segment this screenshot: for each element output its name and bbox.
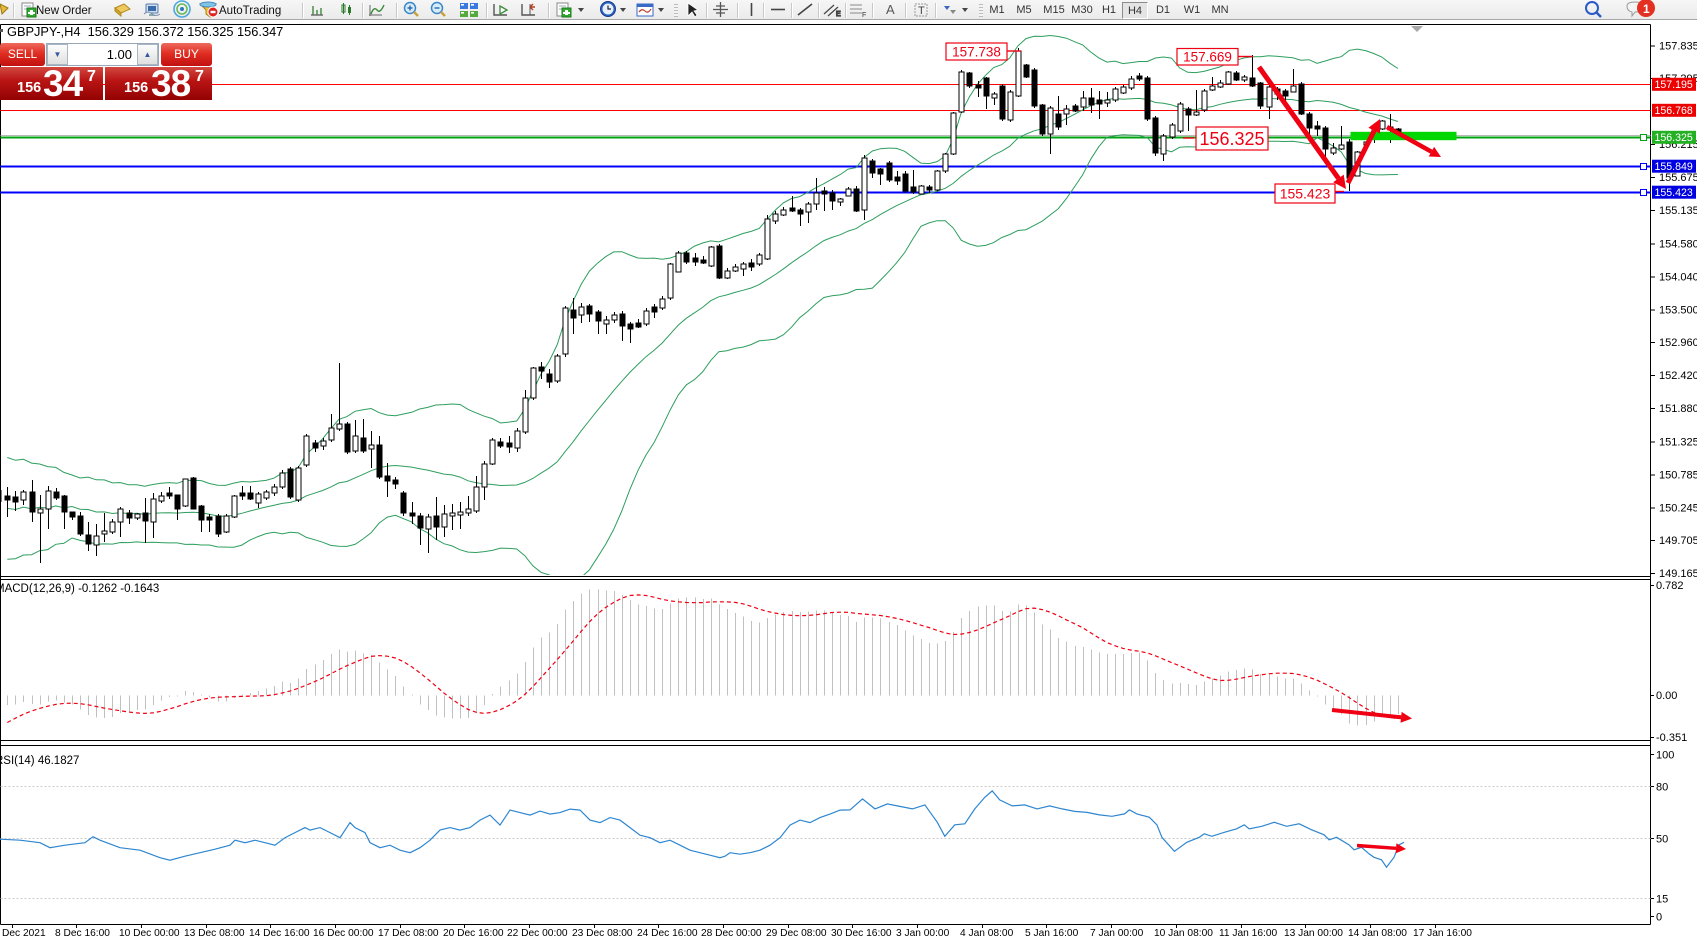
- svg-text:0: 0: [1656, 912, 1662, 924]
- svg-text:30 Dec 16:00: 30 Dec 16:00: [831, 928, 892, 939]
- svg-text:F: F: [862, 12, 866, 19]
- svg-text:155.849: 155.849: [1655, 161, 1693, 173]
- svg-text:3 Jan 00:00: 3 Jan 00:00: [896, 928, 950, 939]
- svg-text:15: 15: [1656, 894, 1668, 906]
- svg-text:156.768: 156.768: [1655, 105, 1693, 117]
- svg-text:157.738: 157.738: [952, 44, 1001, 59]
- svg-text:157.669: 157.669: [1183, 50, 1232, 65]
- svg-text:8 Dec 16:00: 8 Dec 16:00: [55, 928, 110, 939]
- svg-text:50: 50: [1656, 834, 1668, 846]
- svg-text:-0.351: -0.351: [1656, 732, 1687, 744]
- svg-text:22 Dec 00:00: 22 Dec 00:00: [507, 928, 568, 939]
- svg-text:4 Jan 08:00: 4 Jan 08:00: [960, 928, 1014, 939]
- svg-text:17 Dec 08:00: 17 Dec 08:00: [378, 928, 439, 939]
- svg-text:150.245: 150.245: [1659, 502, 1697, 514]
- svg-text:100: 100: [1656, 750, 1674, 762]
- svg-text:RSI(14) 46.1827: RSI(14) 46.1827: [0, 755, 79, 767]
- svg-text:151.880: 151.880: [1659, 403, 1697, 415]
- svg-text:13 Jan 00:00: 13 Jan 00:00: [1284, 928, 1343, 939]
- svg-text:149.705: 149.705: [1659, 535, 1697, 547]
- svg-text:T: T: [918, 5, 925, 17]
- svg-text:154.580: 154.580: [1659, 239, 1697, 251]
- svg-text:14 Jan 08:00: 14 Jan 08:00: [1348, 928, 1407, 939]
- svg-text:155.423: 155.423: [1655, 187, 1693, 199]
- svg-text:1: 1: [1643, 2, 1650, 16]
- svg-text:GBPJPY-,H4 156.329 156.372 15: GBPJPY-,H4 156.329 156.372 156.325 156.3…: [7, 24, 283, 39]
- svg-text:10 Jan 08:00: 10 Jan 08:00: [1154, 928, 1213, 939]
- svg-text:23 Dec 08:00: 23 Dec 08:00: [572, 928, 633, 939]
- svg-text:24 Dec 16:00: 24 Dec 16:00: [637, 928, 698, 939]
- svg-text:150.785: 150.785: [1659, 469, 1697, 481]
- svg-text:155.423: 155.423: [1280, 186, 1331, 202]
- svg-text:11 Jan 16:00: 11 Jan 16:00: [1219, 928, 1277, 939]
- svg-text:14 Dec 16:00: 14 Dec 16:00: [249, 928, 310, 939]
- svg-text:17 Jan 16:00: 17 Jan 16:00: [1413, 928, 1472, 939]
- svg-text:152.960: 152.960: [1659, 337, 1697, 349]
- svg-text:153.500: 153.500: [1659, 304, 1697, 316]
- svg-text:28 Dec 00:00: 28 Dec 00:00: [701, 928, 762, 939]
- svg-text:Dec 2021: Dec 2021: [2, 928, 46, 939]
- svg-text:MACD(12,26,9) -0.1262 -0.1643: MACD(12,26,9) -0.1262 -0.1643: [0, 583, 159, 595]
- svg-text:152.420: 152.420: [1659, 370, 1697, 382]
- svg-text:80: 80: [1656, 782, 1668, 794]
- svg-text:0.00: 0.00: [1656, 690, 1677, 702]
- svg-text:157.195: 157.195: [1655, 79, 1693, 91]
- svg-text:29 Dec 08:00: 29 Dec 08:00: [766, 928, 827, 939]
- svg-text:155.135: 155.135: [1659, 205, 1697, 217]
- svg-text:A: A: [886, 2, 895, 17]
- svg-text:16 Dec 00:00: 16 Dec 00:00: [313, 928, 374, 939]
- svg-text:13 Dec 08:00: 13 Dec 08:00: [184, 928, 245, 939]
- svg-text:149.165: 149.165: [1659, 568, 1697, 580]
- svg-text:156.325: 156.325: [1655, 132, 1693, 144]
- svg-text:151.325: 151.325: [1659, 437, 1697, 449]
- svg-text:154.040: 154.040: [1659, 271, 1697, 283]
- svg-text:157.835: 157.835: [1659, 40, 1697, 52]
- svg-text:7 Jan 00:00: 7 Jan 00:00: [1090, 928, 1144, 939]
- svg-text:E: E: [836, 11, 841, 18]
- svg-text:156.325: 156.325: [1199, 129, 1264, 149]
- svg-text:155.675: 155.675: [1659, 172, 1697, 184]
- svg-text:20 Dec 16:00: 20 Dec 16:00: [443, 928, 504, 939]
- svg-text:5 Jan 16:00: 5 Jan 16:00: [1025, 928, 1079, 939]
- svg-text:10 Dec 00:00: 10 Dec 00:00: [119, 928, 180, 939]
- svg-text:0.782: 0.782: [1656, 580, 1684, 592]
